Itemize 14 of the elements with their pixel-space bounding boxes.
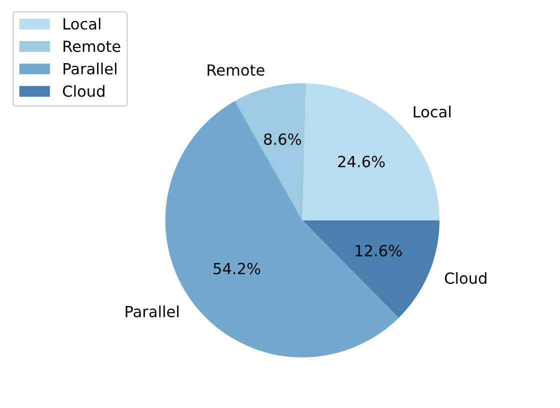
data-label: 8.6%: [264, 133, 302, 145]
data-label: 12.6%: [356, 244, 402, 256]
slice-label: Parallel: [126, 306, 178, 318]
slice-label: Remote: [208, 64, 264, 76]
slice-label: Cloud: [444, 272, 486, 284]
pie-slice: [234, 83, 306, 220]
legend-label: Cloud: [62, 85, 104, 97]
pie-slice: [302, 220, 440, 318]
data-label: 24.6%: [338, 156, 385, 168]
legend-label: Remote: [64, 40, 120, 52]
legend-label: Local: [64, 18, 100, 30]
slice-label: Local: [414, 106, 450, 118]
data-label: 54.2%: [214, 262, 260, 274]
legend-label: Parallel: [64, 62, 116, 75]
